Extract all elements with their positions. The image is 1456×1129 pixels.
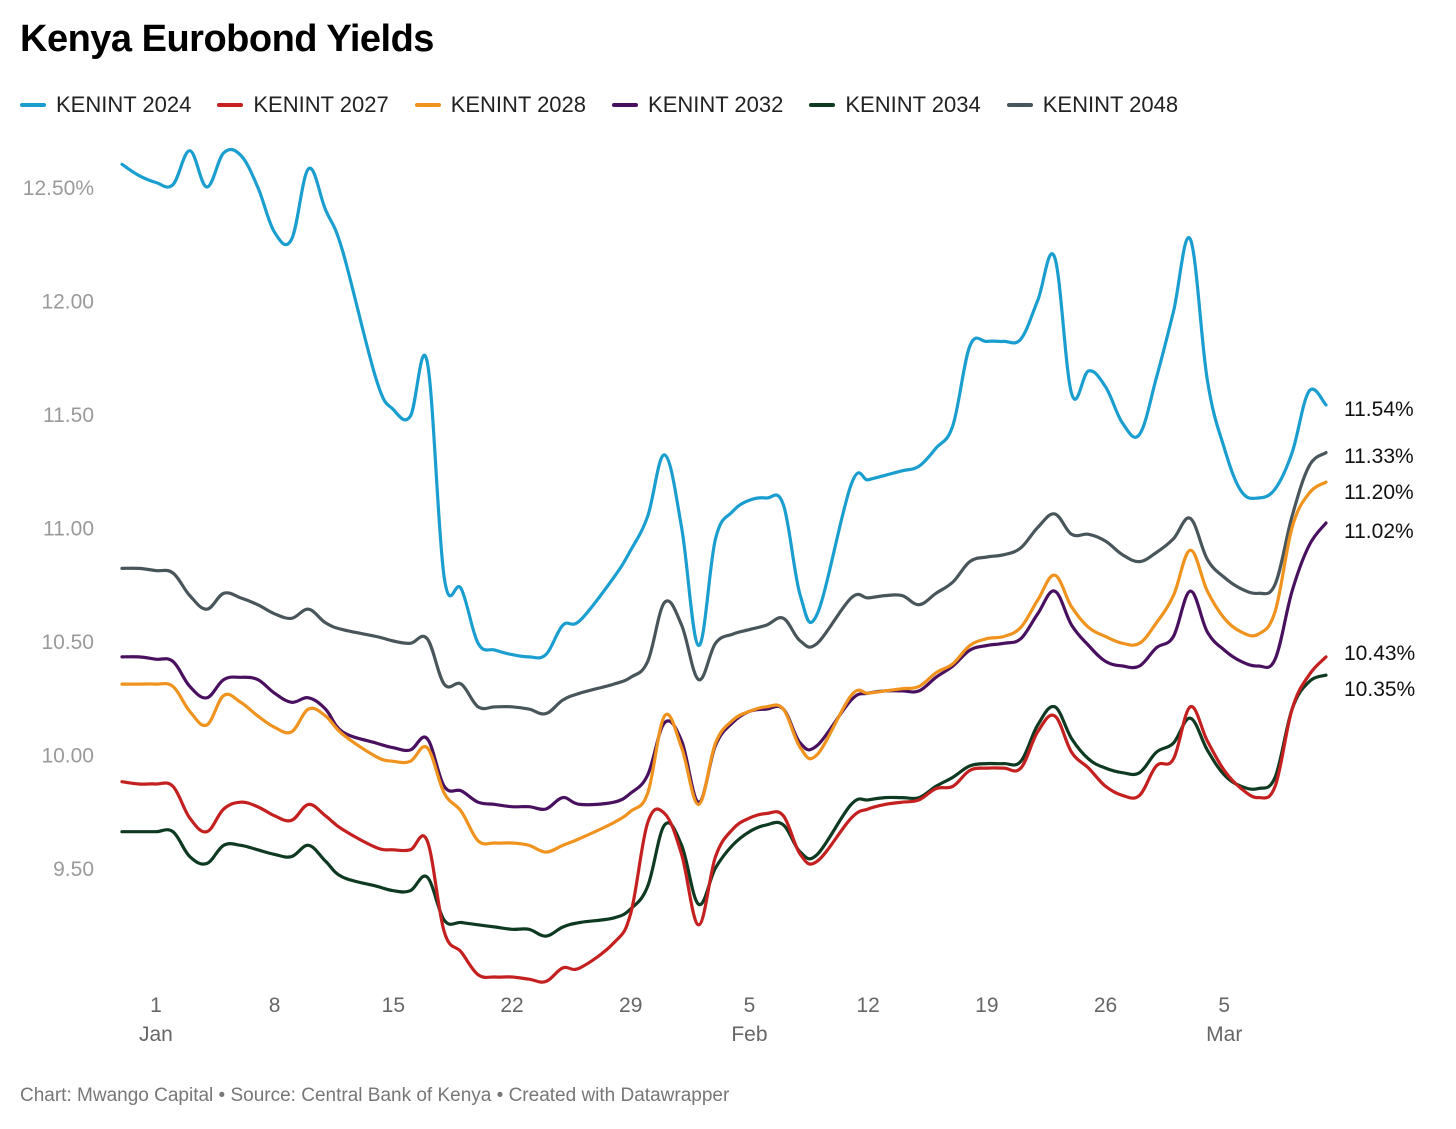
series-end-label: 11.02% xyxy=(1344,520,1414,543)
legend-swatch xyxy=(809,103,836,107)
footer-created-with: Created with Datawrapper xyxy=(508,1085,730,1106)
x-tick-label: 1 xyxy=(150,994,162,1017)
legend-swatch xyxy=(414,103,441,107)
legend: KENINT 2024 KENINT 2027 KENINT 2028 KENINT … xyxy=(20,92,1178,118)
y-tick-label: 11.00 xyxy=(43,518,94,541)
series-end-label: 11.33% xyxy=(1344,445,1414,468)
series-line xyxy=(120,451,1328,716)
x-tick-label: 22 xyxy=(500,994,523,1017)
footer-separator: • xyxy=(213,1085,231,1106)
x-tick-month-label: Mar xyxy=(1206,1023,1242,1046)
legend-swatch xyxy=(1006,103,1033,107)
legend-swatch xyxy=(612,103,639,107)
y-tick-label: 10.50 xyxy=(41,631,94,654)
series-line xyxy=(120,673,1328,938)
legend-label: KENINT 2034 xyxy=(845,92,981,117)
legend-label: KENINT 2032 xyxy=(648,92,784,117)
legend-swatch xyxy=(217,103,244,107)
chart-title: Kenya Eurobond Yields xyxy=(20,18,434,60)
series-line xyxy=(120,655,1328,984)
legend-item: KENINT 2032 xyxy=(612,92,783,118)
y-tick-label: 12.00 xyxy=(41,291,94,314)
y-tick-label: 11.50 xyxy=(43,404,94,427)
x-tick-label: 8 xyxy=(269,994,281,1017)
series-line xyxy=(120,147,1328,660)
footer-source: Source: Central Bank of Kenya xyxy=(230,1085,492,1106)
series-end-label: 11.54% xyxy=(1344,398,1414,421)
legend-item: KENINT 2024 xyxy=(20,92,191,118)
x-tick-label: 5 xyxy=(1218,994,1230,1017)
legend-label: KENINT 2024 xyxy=(56,92,192,117)
legend-item: KENINT 2027 xyxy=(217,92,389,118)
x-tick-label: 5 xyxy=(744,994,756,1017)
x-tick-label: 26 xyxy=(1094,994,1117,1017)
series-end-label: 10.35% xyxy=(1344,678,1415,701)
legend-swatch xyxy=(20,103,46,107)
y-tick-label: 12.50% xyxy=(23,177,94,200)
x-tick-month-label: Feb xyxy=(731,1023,767,1046)
y-tick-label: 9.50 xyxy=(53,858,94,881)
series-end-label: 10.43% xyxy=(1344,642,1415,665)
legend-label: KENINT 2027 xyxy=(253,92,389,117)
x-tick-label: 12 xyxy=(856,994,879,1017)
x-tick-label: 15 xyxy=(382,994,405,1017)
chart-footer: Chart: Mwango Capital • Source: Central … xyxy=(20,1085,729,1107)
x-tick-label: 19 xyxy=(975,994,998,1017)
footer-separator: • xyxy=(491,1085,509,1106)
x-tick-label: 29 xyxy=(619,994,642,1017)
legend-item: KENINT 2028 xyxy=(414,92,587,118)
legend-label: KENINT 2028 xyxy=(450,92,587,117)
legend-item: KENINT 2034 xyxy=(809,92,981,118)
series-end-label: 11.20% xyxy=(1344,481,1414,504)
series-line xyxy=(120,521,1328,811)
x-tick-month-label: Jan xyxy=(139,1023,173,1046)
legend-item: KENINT 2048 xyxy=(1006,92,1179,118)
legend-label: KENINT 2048 xyxy=(1042,92,1179,117)
series-line xyxy=(120,480,1328,854)
footer-chart-credit: Chart: Mwango Capital xyxy=(20,1085,214,1106)
y-tick-label: 10.00 xyxy=(41,745,94,768)
